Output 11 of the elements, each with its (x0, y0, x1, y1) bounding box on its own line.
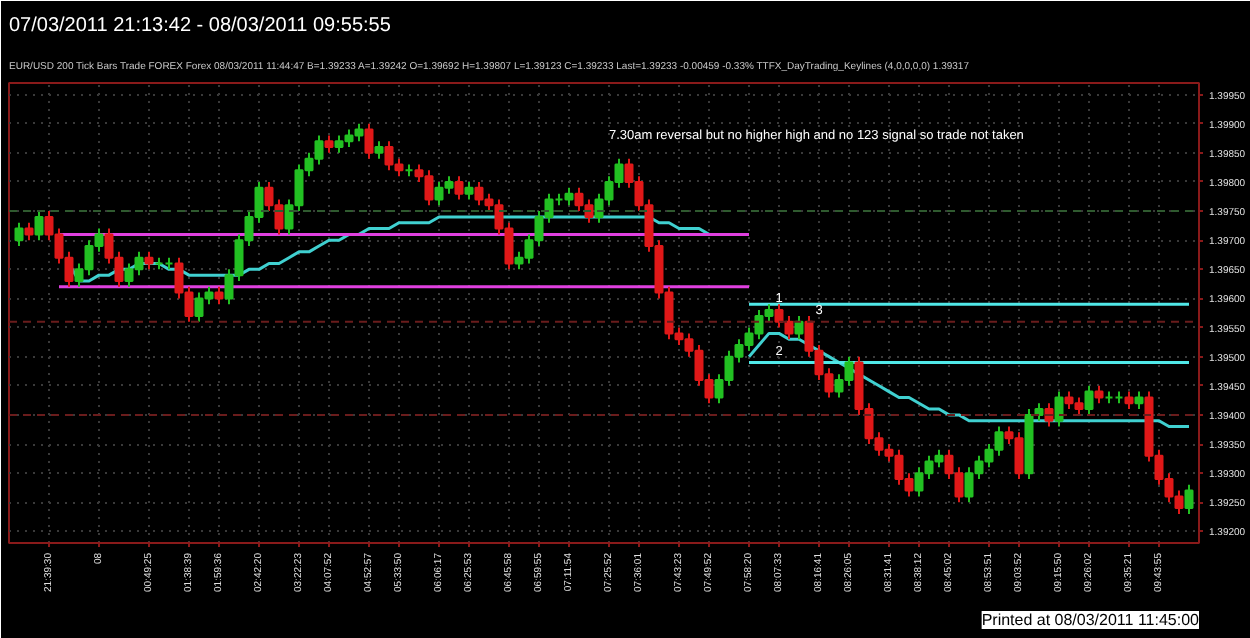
candlestick (454, 175, 464, 201)
text: Printed at 08/03/2011 11:45:00 (981, 611, 1201, 629)
candlestick (1084, 384, 1094, 416)
candlestick (1054, 390, 1064, 428)
candlestick (774, 303, 784, 329)
candlestick (34, 210, 44, 242)
chart-title: 07/03/2011 21:13:42 - 08/03/2011 09:55:55 (9, 15, 392, 37)
candlestick (364, 122, 374, 160)
candlestick (784, 314, 794, 341)
candlestick (14, 221, 24, 248)
candlestick (1184, 483, 1194, 515)
